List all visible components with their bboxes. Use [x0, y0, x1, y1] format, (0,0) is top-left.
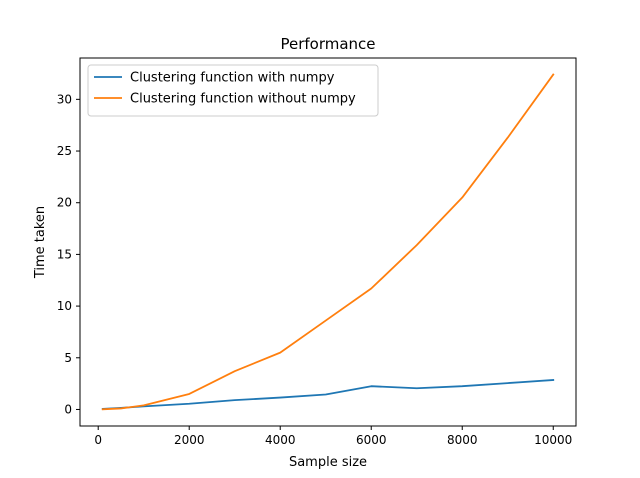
legend-box — [87, 64, 379, 117]
series-line-1 — [101, 73, 555, 411]
x-tick-label: 6000 — [356, 433, 387, 447]
y-axis-label: Time taken — [33, 206, 48, 279]
x-tick-label: 4000 — [265, 433, 296, 447]
series-layer — [101, 73, 555, 411]
chart-title: Performance — [280, 35, 375, 53]
y-axis-ticks: 0 5 10 15 20 25 30 — [57, 92, 80, 416]
legend-label-0: Clustering function with numpy — [130, 71, 335, 86]
x-axis-ticks: 0 2000 4000 6000 8000 10000 — [94, 426, 572, 447]
y-tick-label: 20 — [57, 196, 72, 210]
legend: Clustering function with numpy Clustering… — [87, 64, 379, 117]
x-tick-label: 2000 — [174, 433, 205, 447]
x-tick-label: 10000 — [534, 433, 572, 447]
x-tick-label: 0 — [94, 433, 102, 447]
y-tick-label: 5 — [64, 351, 72, 365]
plot-frame — [79, 57, 577, 427]
y-tick-label: 10 — [57, 299, 72, 313]
x-axis-label: Sample size — [289, 455, 367, 470]
x-tick-label: 8000 — [447, 433, 478, 447]
y-tick-label: 15 — [57, 247, 72, 261]
y-tick-label: 30 — [57, 92, 72, 106]
y-tick-label: 25 — [57, 144, 72, 158]
y-tick-label: 0 — [64, 402, 72, 416]
legend-label-1: Clustering function without numpy — [130, 92, 356, 107]
